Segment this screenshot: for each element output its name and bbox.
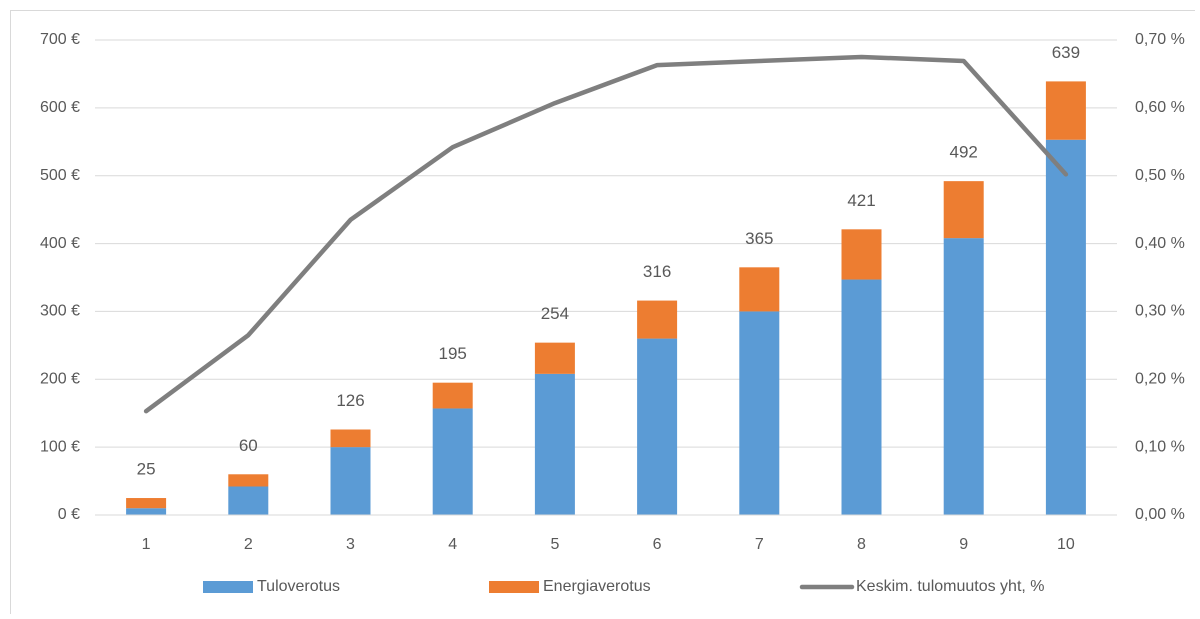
line-keskim-tulomuutos xyxy=(143,54,1069,414)
bar-total-label: 421 xyxy=(847,191,875,210)
bar-energiaverotus xyxy=(432,382,473,409)
y-right-tick-label: 0,70 % xyxy=(1135,31,1185,48)
legend: Tuloverotus Energiaverotus Keskim. tulomuu… xyxy=(203,578,1045,595)
bar-energiaverotus xyxy=(126,498,167,509)
bar-tuloverotus xyxy=(228,486,269,515)
y-left-tick-label: 200 € xyxy=(40,371,80,388)
x-axis: 1 2 3 4 5 6 7 8 9 10 xyxy=(95,514,1117,553)
legend-label: Energiaverotus xyxy=(543,578,651,595)
bar-tuloverotus xyxy=(637,338,678,515)
y-left-tick-label: 500 € xyxy=(40,167,80,184)
bar-tuloverotus xyxy=(841,279,882,515)
y-left-tick-label: 400 € xyxy=(40,235,80,252)
bar-total-label: 365 xyxy=(745,229,773,248)
bar-energiaverotus xyxy=(228,474,269,487)
bar-tuloverotus xyxy=(432,408,473,515)
bar-tuloverotus xyxy=(534,373,575,515)
line-series xyxy=(143,54,1069,414)
bar-tuloverotus xyxy=(943,238,984,515)
bar-total-label: 639 xyxy=(1052,43,1080,62)
bar-energiaverotus xyxy=(637,300,678,339)
y-right-axis: 0,00 % 0,10 % 0,20 % 0,30 % 0,40 % 0,50 % 0,60… xyxy=(1135,31,1185,523)
legend-label: Tuloverotus xyxy=(257,578,340,595)
x-tick-label: 5 xyxy=(550,536,559,553)
chart-frame xyxy=(10,10,1195,614)
bar-energiaverotus xyxy=(841,229,882,280)
bar-tuloverotus xyxy=(739,311,780,515)
y-left-tick-label: 600 € xyxy=(40,99,80,116)
x-tick-label: 3 xyxy=(346,536,355,553)
y-left-tick-label: 100 € xyxy=(40,438,80,455)
y-left-axis: 0 € 100 € 200 € 300 € 400 € 500 € 600 € 700 € xyxy=(40,31,80,523)
bar-total-label: 25 xyxy=(137,460,156,479)
bar-total-label: 60 xyxy=(239,436,258,455)
y-left-tick-label: 700 € xyxy=(40,31,80,48)
bar-total-label: 195 xyxy=(439,344,467,363)
x-tick-label: 7 xyxy=(755,536,764,553)
legend-swatch-tuloverotus xyxy=(203,581,253,593)
bar-energiaverotus xyxy=(534,342,575,374)
x-tick-label: 1 xyxy=(142,536,151,553)
x-tick-label: 4 xyxy=(448,536,457,553)
x-tick-label: 8 xyxy=(857,536,866,553)
y-right-tick-label: 0,10 % xyxy=(1135,438,1185,455)
y-right-tick-label: 0,40 % xyxy=(1135,235,1185,252)
bars xyxy=(126,81,1086,515)
bar-total-label: 126 xyxy=(336,391,364,410)
bar-energiaverotus xyxy=(330,429,371,448)
y-right-tick-label: 0,60 % xyxy=(1135,99,1185,116)
y-left-tick-label: 0 € xyxy=(58,506,80,523)
y-left-tick-label: 300 € xyxy=(40,303,80,320)
bar-tuloverotus xyxy=(1045,139,1086,515)
bar-tuloverotus xyxy=(126,508,167,515)
bar-energiaverotus xyxy=(943,181,984,239)
x-tick-label: 10 xyxy=(1057,536,1075,553)
bar-energiaverotus xyxy=(1045,81,1086,140)
total-labels: 25 60 126 195 254 316 365 421 492 639 xyxy=(137,43,1080,479)
x-tick-label: 2 xyxy=(244,536,253,553)
bar-energiaverotus xyxy=(739,267,780,312)
y-right-tick-label: 0,30 % xyxy=(1135,303,1185,320)
bar-total-label: 492 xyxy=(950,143,978,162)
x-tick-label: 9 xyxy=(959,536,968,553)
y-right-tick-label: 0,20 % xyxy=(1135,371,1185,388)
y-right-tick-label: 0,00 % xyxy=(1135,506,1185,523)
legend-swatch-energiaverotus xyxy=(489,581,539,593)
bar-total-label: 316 xyxy=(643,262,671,281)
bar-tuloverotus xyxy=(330,447,371,515)
y-right-tick-label: 0,50 % xyxy=(1135,167,1185,184)
bar-total-label: 254 xyxy=(541,304,569,323)
legend-label: Keskim. tulomuutos yht, % xyxy=(856,578,1045,595)
x-tick-label: 6 xyxy=(653,536,662,553)
